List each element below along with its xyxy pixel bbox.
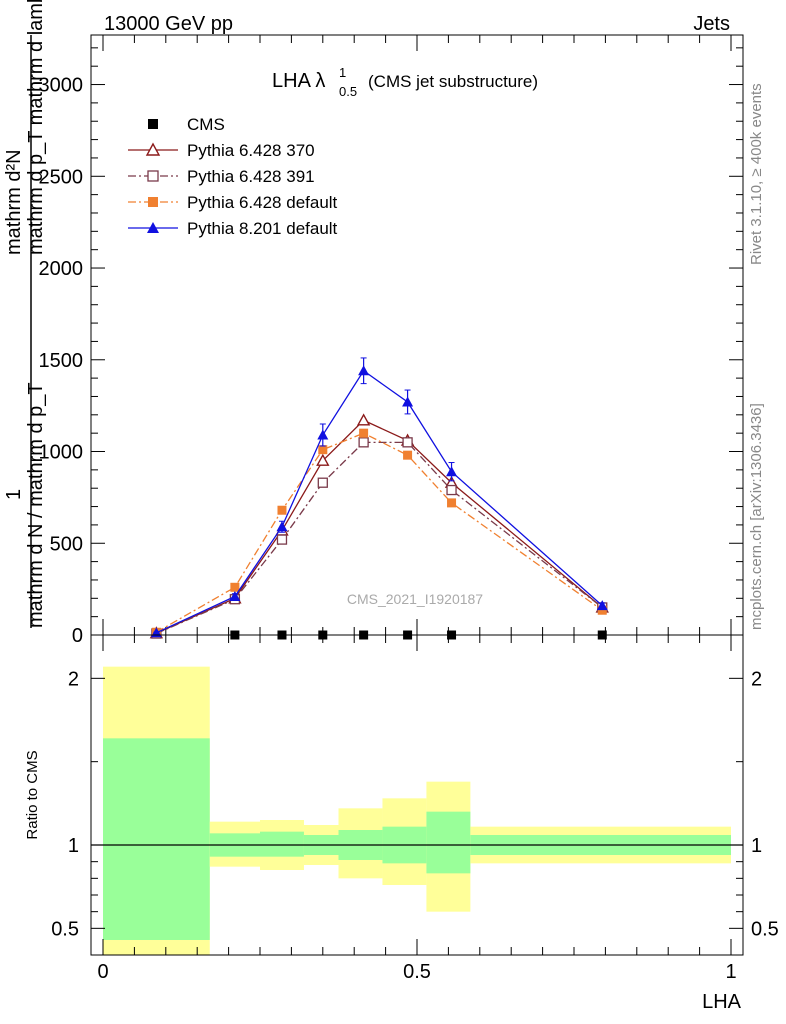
y-tick-label: 0 bbox=[72, 625, 83, 647]
y-tick-label: 2000 bbox=[39, 258, 84, 280]
legend-marker bbox=[148, 119, 158, 129]
y-tick-label: 500 bbox=[50, 533, 83, 555]
title-main: LHA λ bbox=[272, 70, 325, 92]
point-marker bbox=[402, 437, 413, 448]
point-marker bbox=[359, 428, 369, 438]
ylabel-bottom: mathrm d N / mathrm d p_T bbox=[25, 382, 47, 628]
ylabel-top: mathrm d p_T mathrm d lambda bbox=[25, 0, 47, 255]
x-axis-label: LHA bbox=[702, 991, 742, 1013]
series-4 bbox=[150, 357, 608, 638]
legend-entry: Pythia 8.201 default bbox=[128, 219, 338, 238]
x-tick-label: 1 bbox=[725, 961, 736, 983]
x-tick-label: 0.5 bbox=[403, 961, 431, 983]
series-line bbox=[156, 369, 603, 634]
y-tick-label: 2500 bbox=[39, 166, 84, 188]
point-marker bbox=[403, 450, 413, 460]
series-2 bbox=[151, 437, 608, 639]
stat-uncertainty-band bbox=[260, 831, 304, 857]
rivet-label: Rivet 3.1.10, ≥ 400k events bbox=[748, 83, 765, 265]
chart-title: LHA λ 1 0.5 (CMS jet substructure) bbox=[272, 65, 538, 99]
point-marker bbox=[447, 498, 457, 508]
header-right: Jets bbox=[693, 13, 730, 35]
main-x-ticks bbox=[102, 35, 732, 635]
point-marker bbox=[446, 466, 458, 477]
legend-marker bbox=[147, 222, 159, 233]
legend-label: Pythia 6.428 391 bbox=[187, 167, 315, 186]
point-marker bbox=[277, 505, 287, 515]
legend-label: CMS bbox=[187, 115, 225, 134]
series-line bbox=[156, 419, 603, 634]
main-y-axis: 0 500 1000 1500 2000 2500 3000 bbox=[39, 47, 743, 647]
main-ylabel: mathrm d p_T mathrm d lambda mathrm d²N … bbox=[3, 0, 47, 628]
series-line bbox=[156, 441, 603, 635]
point-marker bbox=[597, 605, 607, 615]
ylabel-top-num: mathrm d²N bbox=[3, 149, 25, 255]
series-line bbox=[156, 432, 603, 633]
ylabel-one: 1 bbox=[3, 489, 25, 500]
stat-uncertainty-band bbox=[426, 811, 471, 874]
stat-uncertainty-band bbox=[103, 738, 210, 940]
x-tick-label: 0 bbox=[97, 961, 108, 983]
legend-marker bbox=[148, 197, 158, 207]
point-marker bbox=[317, 429, 329, 440]
ratio-bands bbox=[91, 666, 743, 955]
ratio-y-tick-label-right: 2 bbox=[751, 668, 762, 690]
legend-marker bbox=[147, 170, 159, 182]
legend-entry: Pythia 6.428 370 bbox=[128, 141, 315, 160]
point-marker bbox=[596, 600, 608, 611]
ratio-y-tick-label: 2 bbox=[68, 668, 79, 690]
y-tick-label: 1000 bbox=[39, 442, 84, 464]
ratio-y-tick-label-right: 0.5 bbox=[751, 918, 779, 940]
mcplots-label: mcplots.cern.ch [arXiv:1306.3436] bbox=[748, 403, 765, 630]
legend-entry: Pythia 6.428 391 bbox=[128, 167, 315, 186]
point-marker bbox=[229, 590, 241, 601]
ratio-y-axis: 0.5 0.5 1 1 2 2 bbox=[51, 668, 779, 940]
title-sup: 1 bbox=[339, 65, 346, 80]
ratio-panel: 0.5 0.51 12 2 0 0.5 1 Ratio to CMS LHA bbox=[24, 634, 779, 1013]
header-left: 13000 GeV pp bbox=[104, 13, 233, 35]
ratio-ylabel: Ratio to CMS bbox=[24, 750, 41, 839]
point-marker bbox=[356, 413, 371, 426]
point-marker bbox=[276, 534, 288, 545]
point-marker bbox=[358, 365, 370, 376]
y-tick-label: 1500 bbox=[39, 350, 84, 372]
point-marker bbox=[402, 396, 414, 407]
y-tick-label: 3000 bbox=[39, 75, 84, 97]
point-marker bbox=[317, 477, 328, 488]
ratio-y-tick-label: 0.5 bbox=[51, 918, 79, 940]
point-marker bbox=[230, 582, 240, 592]
title-extra: (CMS jet substructure) bbox=[368, 72, 538, 91]
legend-label: Pythia 8.201 default bbox=[187, 219, 338, 238]
legend-label: Pythia 6.428 default bbox=[187, 193, 338, 212]
ratio-x-axis: 0 0.5 1 bbox=[97, 635, 737, 983]
point-marker bbox=[318, 445, 328, 455]
point-marker bbox=[276, 521, 288, 532]
ratio-y-tick-label: 1 bbox=[68, 835, 79, 857]
watermark: CMS_2021_I1920187 bbox=[347, 591, 483, 607]
legend-entry: CMS bbox=[148, 115, 225, 134]
point-marker bbox=[358, 437, 369, 448]
point-marker bbox=[316, 453, 330, 466]
point-marker bbox=[446, 484, 457, 496]
legend-entry: Pythia 6.428 default bbox=[128, 193, 338, 212]
main-panel: 0 500 1000 1500 2000 2500 3000 CMS_2021_I19201… bbox=[39, 34, 744, 647]
legend-marker bbox=[145, 142, 161, 156]
ratio-y-tick-label-right: 1 bbox=[751, 835, 762, 857]
title-sub: 0.5 bbox=[339, 84, 357, 99]
legend-label: Pythia 6.428 370 bbox=[187, 141, 315, 160]
legend: CMS Pythia 6.428 370 Pythia 6.428 391 Pythi… bbox=[128, 115, 338, 238]
